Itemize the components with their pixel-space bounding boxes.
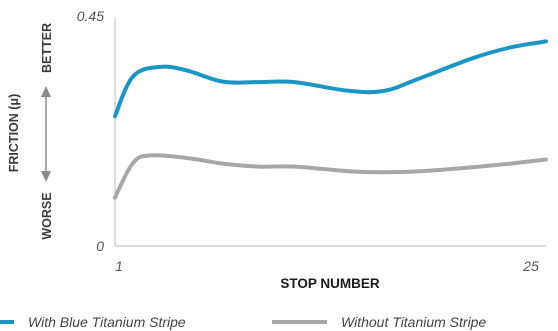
direction-arrow-up-head	[41, 86, 51, 97]
x-tick-label-first: 1	[115, 258, 123, 274]
y-tick-label-max: 0.45	[77, 8, 104, 24]
x-tick-label-last: 25	[522, 258, 539, 274]
better-label: BETTER	[40, 23, 54, 73]
direction-arrow-down-head	[41, 171, 51, 182]
worse-label: WORSE	[40, 192, 54, 239]
legend-label-without-titanium-stripe: Without Titanium Stripe	[341, 314, 486, 330]
series-line-with-blue-titanium-stripe	[113, 39, 548, 119]
y-axis-title: FRICTION (μ)	[7, 94, 21, 172]
x-axis-title: STOP NUMBER	[280, 276, 380, 291]
y-tick-label-min: 0	[96, 238, 104, 254]
legend-label-with-blue-titanium-stripe: With Blue Titanium Stripe	[28, 314, 186, 330]
series-line-without-titanium-stripe	[113, 153, 548, 200]
